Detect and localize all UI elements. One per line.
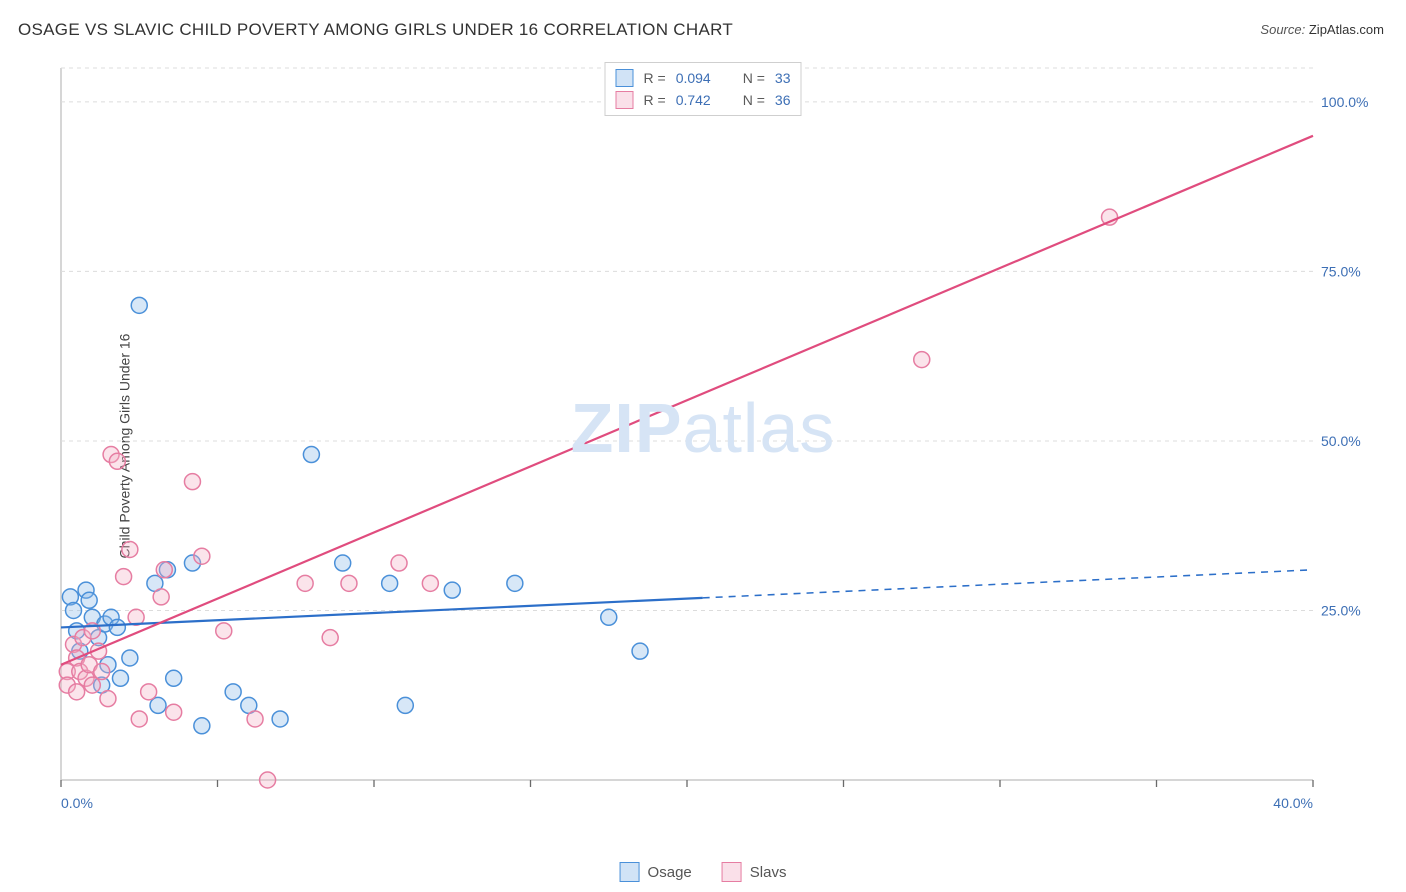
chart-title: OSAGE VS SLAVIC CHILD POVERTY AMONG GIRL…: [18, 20, 733, 40]
x-tick-label: 40.0%: [1273, 795, 1313, 811]
corr-legend-row: R = 0.742 N = 36: [616, 89, 791, 111]
y-tick-label: 75.0%: [1321, 263, 1361, 279]
data-point: [122, 541, 138, 557]
data-point: [632, 643, 648, 659]
source-label: Source:: [1260, 22, 1305, 37]
data-point: [156, 562, 172, 578]
data-point: [914, 352, 930, 368]
legend-item: Slavs: [722, 862, 787, 882]
data-point: [150, 697, 166, 713]
data-point: [297, 575, 313, 591]
data-point: [397, 697, 413, 713]
data-point: [335, 555, 351, 571]
legend-label: Slavs: [750, 864, 787, 881]
corr-legend-row: R = 0.094 N = 33: [616, 67, 791, 89]
data-point: [382, 575, 398, 591]
source-value: ZipAtlas.com: [1309, 22, 1384, 37]
data-point: [391, 555, 407, 571]
data-point: [422, 575, 438, 591]
data-point: [216, 623, 232, 639]
corr-r-label: R =: [644, 70, 666, 86]
data-point: [194, 548, 210, 564]
legend-swatch: [616, 69, 634, 87]
trend-line: [61, 136, 1313, 665]
corr-n-label: N =: [743, 92, 765, 108]
data-point: [112, 670, 128, 686]
data-point: [184, 474, 200, 490]
data-point: [444, 582, 460, 598]
legend-item: Osage: [620, 862, 692, 882]
data-point: [303, 447, 319, 463]
data-point: [225, 684, 241, 700]
legend-swatch: [620, 862, 640, 882]
corr-r-value: 0.094: [676, 70, 711, 86]
data-point: [260, 772, 276, 788]
series-legend: Osage Slavs: [620, 862, 787, 882]
data-point: [81, 592, 97, 608]
y-tick-label: 100.0%: [1321, 94, 1368, 110]
data-point: [66, 602, 82, 618]
legend-swatch: [722, 862, 742, 882]
data-point: [166, 704, 182, 720]
data-point: [131, 711, 147, 727]
trend-line-extrapolated: [703, 570, 1313, 598]
data-point: [131, 297, 147, 313]
data-point: [141, 684, 157, 700]
correlation-legend: R = 0.094 N = 33 R = 0.742 N = 36: [605, 62, 802, 116]
source-attribution: Source: ZipAtlas.com: [1260, 22, 1384, 37]
corr-r-value: 0.742: [676, 92, 711, 108]
corr-n-value: 33: [775, 70, 791, 86]
data-point: [109, 453, 125, 469]
corr-r-label: R =: [644, 92, 666, 108]
data-point: [601, 609, 617, 625]
data-point: [507, 575, 523, 591]
y-tick-label: 50.0%: [1321, 433, 1361, 449]
data-point: [194, 718, 210, 734]
corr-n-label: N =: [743, 70, 765, 86]
data-point: [341, 575, 357, 591]
corr-n-value: 36: [775, 92, 791, 108]
data-point: [272, 711, 288, 727]
data-point: [69, 684, 85, 700]
data-point: [122, 650, 138, 666]
data-point: [322, 630, 338, 646]
data-point: [84, 677, 100, 693]
data-point: [247, 711, 263, 727]
legend-swatch: [616, 91, 634, 109]
data-point: [166, 670, 182, 686]
y-tick-label: 25.0%: [1321, 602, 1361, 618]
chart-area: 25.0% 50.0% 75.0% 100.0% 0.0% 40.0%: [53, 60, 1383, 820]
legend-label: Osage: [648, 864, 692, 881]
data-point: [100, 691, 116, 707]
data-point: [116, 569, 132, 585]
data-point: [153, 589, 169, 605]
scatter-chart: 25.0% 50.0% 75.0% 100.0% 0.0% 40.0%: [53, 60, 1383, 820]
data-point: [109, 619, 125, 635]
data-point: [94, 664, 110, 680]
x-tick-label: 0.0%: [61, 795, 93, 811]
